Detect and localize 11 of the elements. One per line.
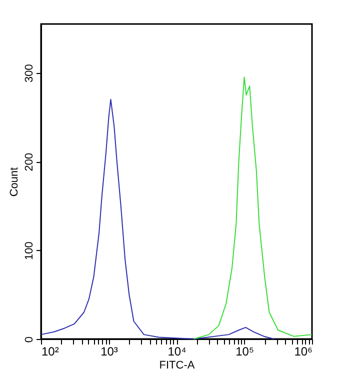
x-tick-label: 10² bbox=[42, 344, 59, 358]
x-tick-label: 10⁵ bbox=[236, 344, 254, 358]
x-tick-label: 10⁶ bbox=[294, 344, 313, 358]
x-tick-label: 10³ bbox=[100, 344, 118, 358]
y-tick-label: 300 bbox=[24, 64, 36, 82]
x-tick-label: 10⁴ bbox=[168, 344, 186, 358]
x-axis-title: FITC-A bbox=[159, 360, 196, 372]
y-axis-title: Count bbox=[8, 167, 20, 197]
y-tick-label: 0 bbox=[24, 336, 36, 343]
y-tick-label: 100 bbox=[24, 242, 36, 260]
y-tick-label: 200 bbox=[24, 152, 36, 172]
